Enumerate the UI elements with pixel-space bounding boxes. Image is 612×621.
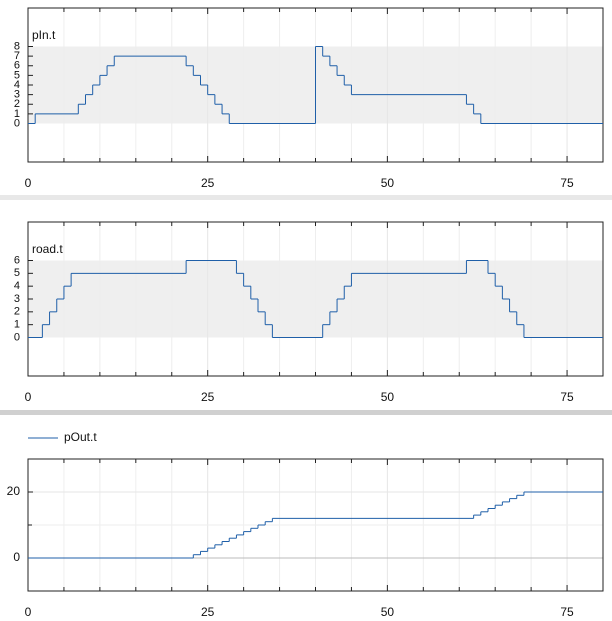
x-tick-label: 0: [25, 176, 32, 190]
y-tick-label: 1: [14, 108, 20, 120]
y-tick-label: 3: [14, 293, 20, 305]
y-tick-label: 0: [13, 550, 20, 564]
x-tick-label: 50: [381, 176, 395, 190]
panel-divider[interactable]: [0, 410, 612, 415]
x-tick-label: 25: [201, 605, 215, 619]
y-tick-label: 0: [14, 331, 20, 343]
y-tick-label: 4: [14, 79, 20, 91]
y-tick-label: 4: [14, 280, 20, 292]
x-tick-label: 25: [201, 176, 215, 190]
y-tick-label: 6: [14, 60, 20, 72]
legend-label: pOut.t: [64, 430, 97, 444]
x-tick-label: 0: [25, 605, 32, 619]
x-tick-label: 75: [560, 605, 574, 619]
y-tick-label: 2: [14, 306, 20, 318]
y-tick-label: 0: [14, 117, 20, 129]
y-tick-label: 5: [14, 69, 20, 81]
x-tick-label: 75: [560, 390, 574, 404]
y-tick-label: 7: [14, 50, 20, 62]
x-tick-label: 25: [201, 390, 215, 404]
y-tick-label: 20: [7, 484, 21, 498]
y-tick-label: 5: [14, 267, 20, 279]
x-tick-label: 0: [25, 390, 32, 404]
panel-divider[interactable]: [0, 195, 612, 200]
y-tick-label: 3: [14, 89, 20, 101]
y-tick-label: 2: [14, 98, 20, 110]
y-tick-label: 1: [14, 319, 20, 331]
y-tick-label: 8: [14, 40, 20, 52]
x-tick-label: 50: [381, 605, 395, 619]
x-tick-label: 75: [560, 176, 574, 190]
series-label: road.t: [32, 242, 63, 256]
x-tick-label: 50: [381, 390, 395, 404]
series-label: pIn.t: [32, 28, 56, 42]
y-tick-label: 6: [14, 254, 20, 266]
